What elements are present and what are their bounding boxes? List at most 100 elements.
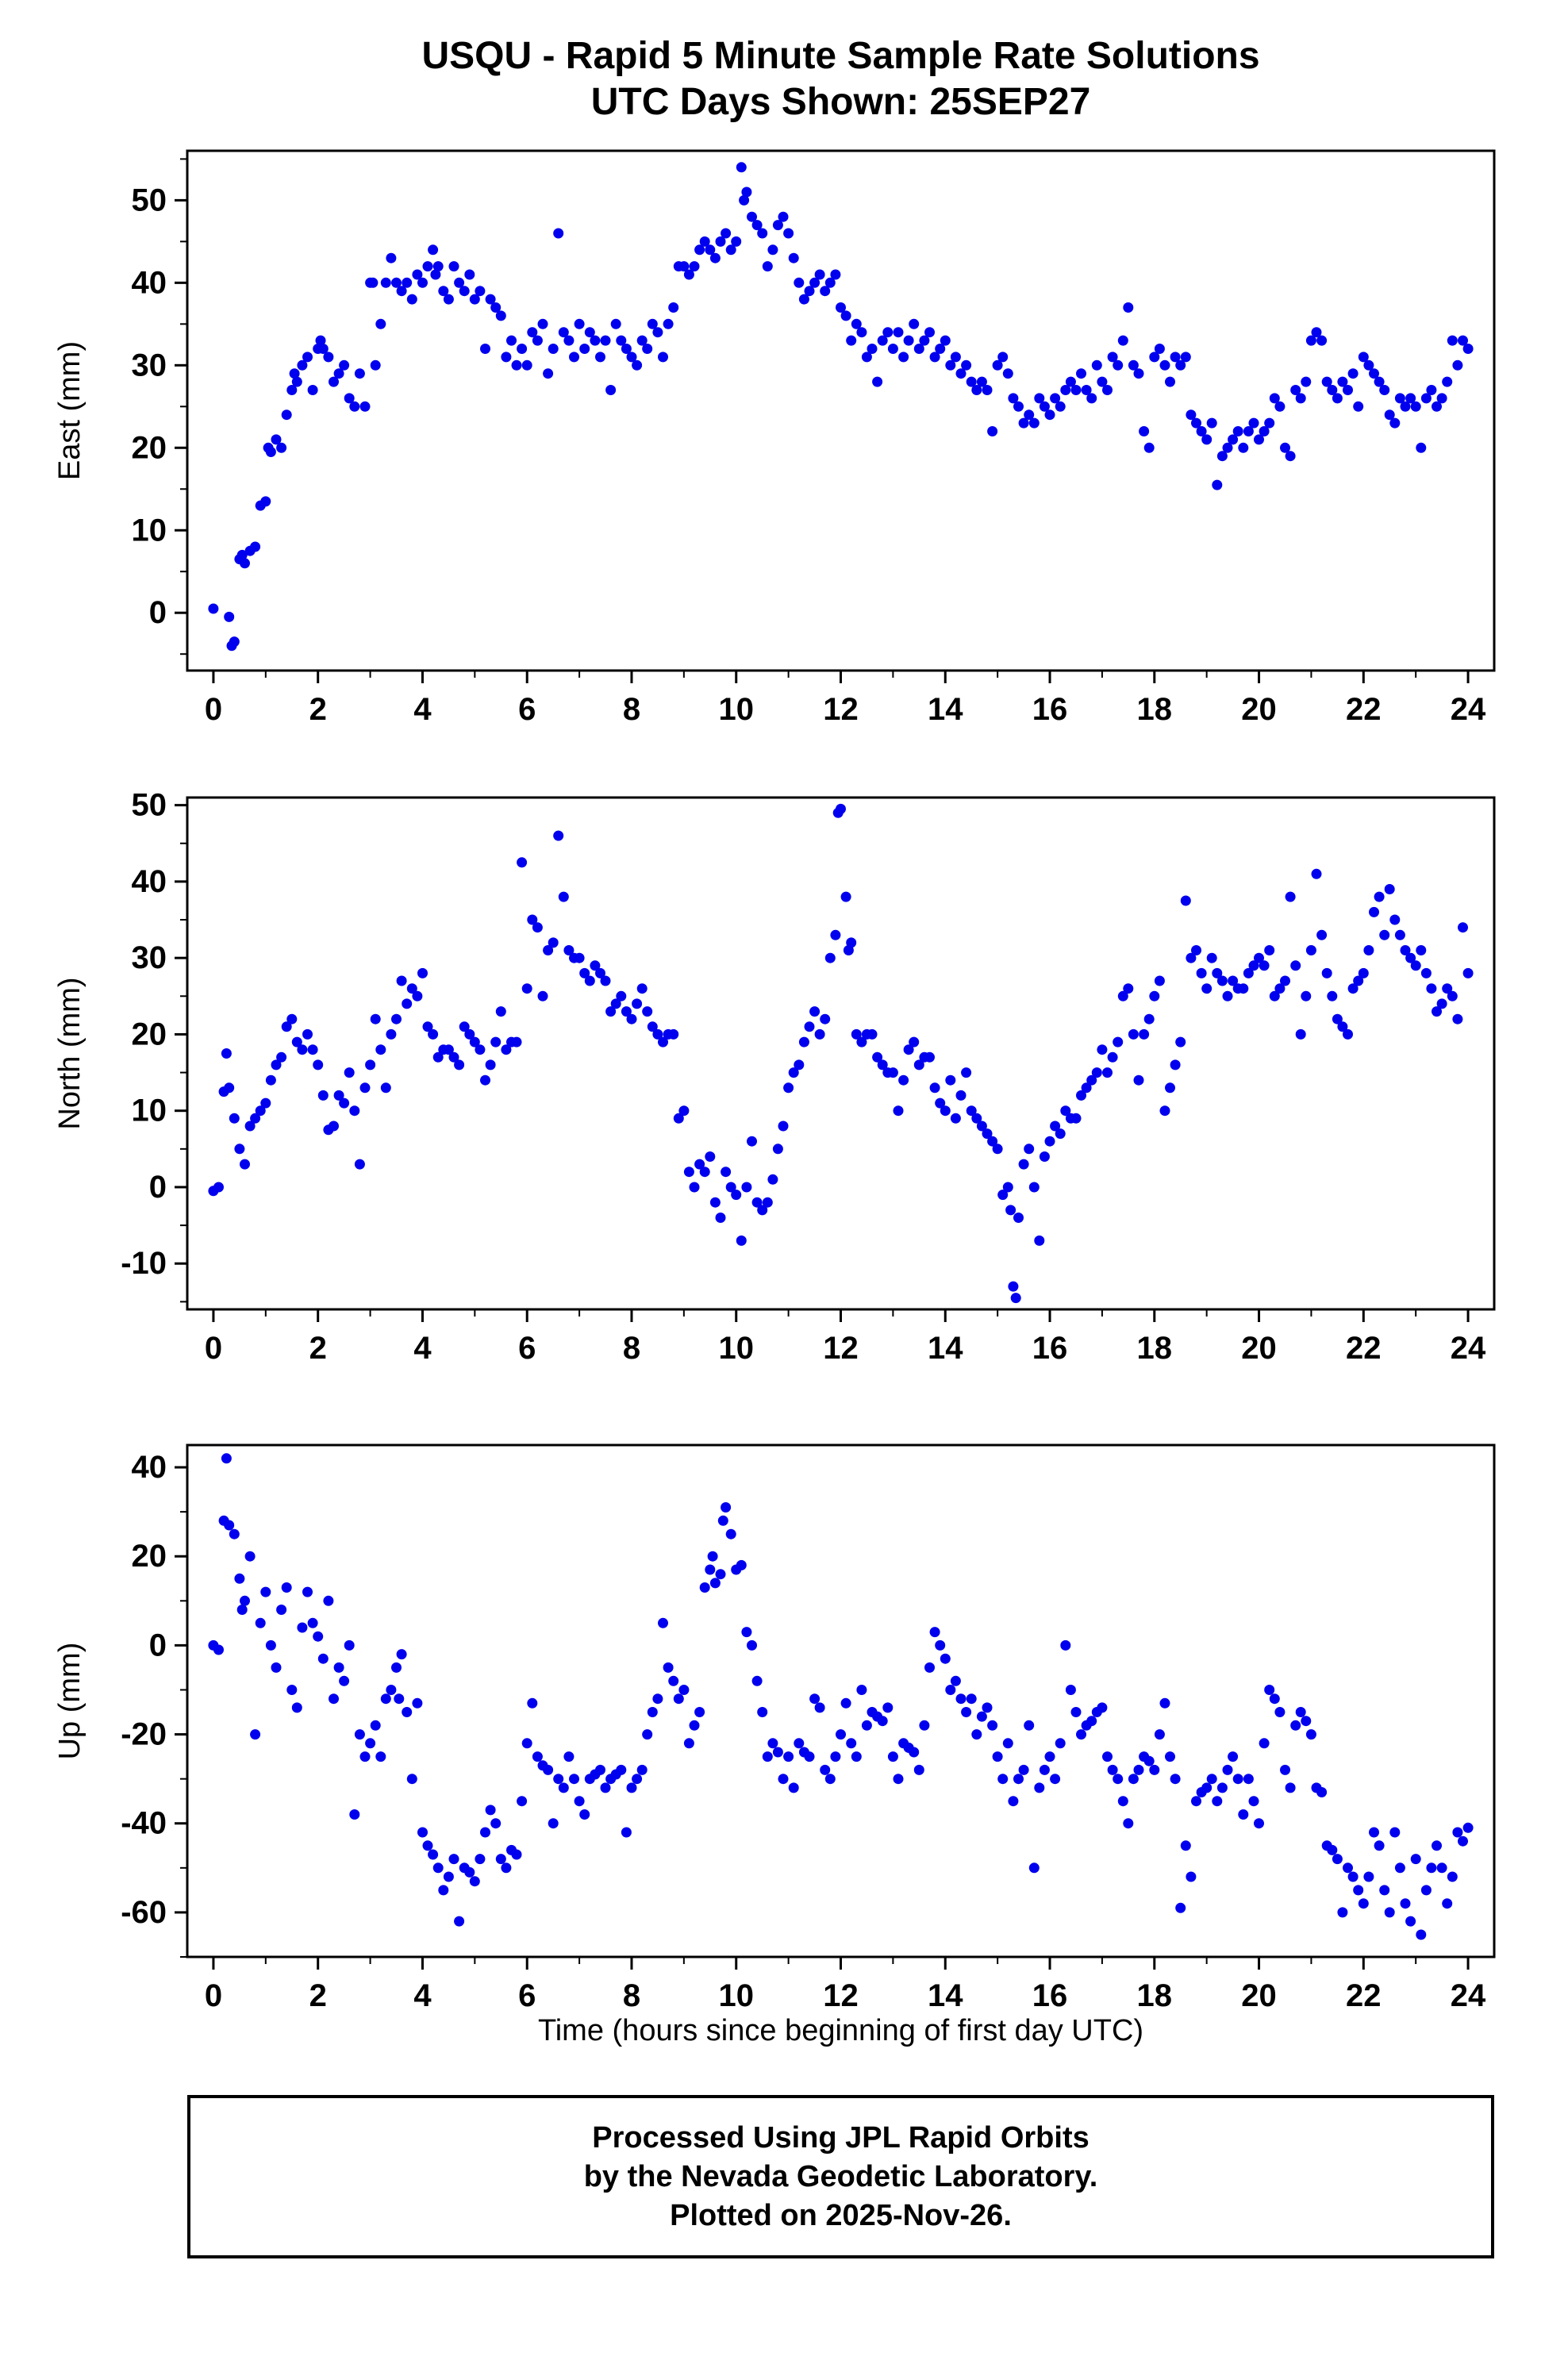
x-tick-label: 18 — [1137, 1331, 1173, 1366]
x-axis-label: Time (hours since beginning of first day… — [537, 2014, 1144, 2047]
data-point — [459, 286, 470, 297]
data-point — [501, 1044, 512, 1055]
data-point — [1447, 990, 1458, 1001]
data-point — [929, 1082, 940, 1094]
data-point — [856, 1036, 867, 1047]
x-tick-label: 14 — [928, 1978, 963, 2013]
data-point — [495, 1854, 506, 1865]
data-point — [1201, 434, 1213, 445]
data-point — [428, 244, 439, 256]
x-tick-label: 24 — [1451, 1978, 1486, 2013]
data-point — [694, 1159, 705, 1170]
data-point — [229, 636, 240, 648]
data-point — [739, 194, 750, 206]
data-point — [480, 1074, 490, 1086]
data-point — [1337, 1021, 1348, 1032]
data-point — [820, 1013, 831, 1024]
data-point — [459, 1021, 470, 1032]
data-point — [422, 1021, 433, 1032]
data-point — [208, 603, 219, 614]
data-point — [1123, 983, 1134, 994]
data-point — [386, 1028, 397, 1040]
data-point — [511, 1849, 522, 1860]
data-point — [432, 261, 444, 272]
data-point — [315, 335, 326, 346]
data-point — [244, 1120, 256, 1132]
x-tick-label: 24 — [1451, 692, 1486, 727]
data-point — [709, 1197, 721, 1208]
data-point — [234, 1573, 245, 1584]
data-point — [736, 1235, 747, 1246]
data-point — [1358, 1898, 1369, 1909]
data-point — [820, 1764, 831, 1775]
data-point — [961, 1067, 972, 1078]
data-point — [715, 1569, 726, 1580]
data-point — [1180, 895, 1191, 906]
data-point — [1316, 929, 1328, 940]
data-point — [673, 1113, 684, 1124]
data-point — [1436, 393, 1447, 404]
data-point — [1264, 1685, 1275, 1695]
data-point — [1379, 1885, 1390, 1896]
chart-title: USQU - Rapid 5 Minute Sample Rate Soluti… — [187, 33, 1494, 125]
data-point — [1327, 1844, 1338, 1855]
data-point — [1039, 401, 1050, 412]
y-tick-label: 20 — [132, 1539, 167, 1574]
data-point — [1316, 335, 1328, 346]
data-point — [1264, 945, 1275, 955]
data-point — [940, 335, 951, 346]
data-point — [1228, 975, 1239, 986]
data-point — [767, 244, 778, 256]
data-point — [731, 1190, 742, 1201]
data-point — [480, 1827, 490, 1838]
data-point — [569, 352, 579, 363]
data-point — [846, 937, 857, 948]
data-point — [250, 541, 261, 552]
data-point — [1170, 1774, 1181, 1785]
data-point — [1028, 1862, 1040, 1874]
x-tick-label: 12 — [823, 1978, 859, 2013]
data-point — [396, 975, 407, 986]
x-tick-label: 8 — [623, 692, 640, 727]
data-point — [940, 1653, 951, 1664]
data-point — [443, 294, 454, 305]
data-point — [1327, 990, 1338, 1001]
data-point — [1034, 393, 1045, 404]
data-point — [255, 1617, 266, 1628]
data-point — [709, 1578, 721, 1589]
data-point — [668, 1675, 679, 1686]
data-point — [1432, 1006, 1442, 1017]
data-point — [265, 447, 276, 457]
data-point — [537, 318, 548, 329]
chart-title-line2: UTC Days Shown: 25SEP27 — [590, 81, 1091, 123]
y-tick-label: -60 — [121, 1895, 167, 1930]
data-point — [992, 1144, 1003, 1155]
data-point — [976, 1120, 987, 1132]
data-point — [924, 1662, 935, 1673]
data-point — [1254, 1818, 1264, 1829]
data-point — [762, 1751, 773, 1762]
data-point — [605, 1006, 617, 1017]
data-point — [302, 1586, 313, 1597]
data-point — [1410, 960, 1421, 971]
data-point — [1165, 376, 1175, 387]
data-point — [448, 261, 459, 272]
data-point — [391, 1013, 402, 1024]
data-point — [1347, 1871, 1359, 1882]
data-point — [794, 1738, 805, 1749]
data-point — [485, 1805, 496, 1816]
data-point — [579, 1809, 590, 1820]
data-point — [699, 1582, 710, 1593]
data-point — [240, 1159, 250, 1170]
data-point — [804, 1021, 815, 1032]
data-point — [1374, 376, 1385, 387]
data-point — [924, 1051, 935, 1063]
data-point — [1343, 385, 1353, 395]
data-point — [221, 1048, 232, 1059]
data-point — [1420, 393, 1432, 404]
data-point — [323, 352, 334, 363]
data-point — [961, 1707, 972, 1717]
data-point — [221, 1453, 232, 1464]
data-point — [1321, 967, 1332, 978]
data-point — [543, 1764, 554, 1775]
